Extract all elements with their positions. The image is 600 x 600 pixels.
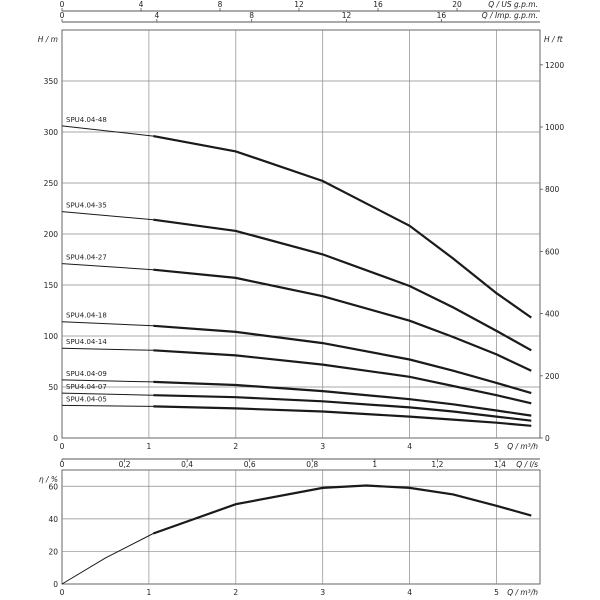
- imp-gpm-tick-label: 0: [60, 11, 65, 20]
- eff-y-tick-label: 0: [53, 580, 58, 589]
- eff-x-tick-label: 3: [320, 588, 325, 597]
- flow-ls-tick-label: 1: [372, 460, 377, 469]
- us-gpm-tick-label: 4: [139, 0, 144, 9]
- series-label: SPU4.04-05: [66, 395, 107, 403]
- top-flow-axes: 0 4 8 12 16 20 Q / US g.p.m. 0 4 8 12 16 Q / Imp. g.…: [60, 0, 540, 23]
- head-y-axis-label: H / m: [38, 35, 58, 44]
- eff-y-tick-label: 60: [48, 482, 58, 491]
- eff-x-tick-label: 4: [407, 588, 412, 597]
- flow-ls-axis: 0 0,2 0,4 0,6 0,8 1 1,2 1,4 Q / l/s: [60, 458, 540, 469]
- imp-gpm-tick-label: 8: [249, 11, 254, 20]
- eff-x-tick-label: 2: [233, 588, 238, 597]
- flow-ls-tick-label: 0: [60, 460, 65, 469]
- head-curve-line: [153, 135, 532, 319]
- head-y-tick-label: 50: [48, 383, 58, 392]
- head-y-tick-label: 300: [44, 128, 59, 137]
- efficiency-chart-panel: 0 1 2 3 4 5 0 20 40 60η / % Q / m³/h: [39, 469, 541, 597]
- head-curve-line: [153, 405, 532, 427]
- flow-ls-tick-label: 0,8: [306, 460, 318, 469]
- head-curve-line: [153, 380, 532, 417]
- flow-ls-tick-label: 1,4: [494, 460, 506, 469]
- head-y-tick-label: 350: [44, 77, 59, 86]
- head-x-tick-label: 2: [233, 442, 238, 451]
- head-curve-start-segment: [61, 211, 154, 221]
- head-x-tick-label: 1: [147, 442, 152, 451]
- head-x-axis-label: Q / m³/h: [507, 442, 538, 451]
- us-gpm-tick-label: 8: [218, 0, 223, 9]
- head-y-tick-label: 0: [53, 434, 58, 443]
- efficiency-curve-line: [152, 484, 532, 535]
- head-chart-panel: 0 1 2 3 4 50501001502002503003500200400600800…: [38, 29, 564, 451]
- eff-x-axis-label: Q / m³/h: [507, 588, 538, 597]
- head-curve-line: [153, 324, 532, 395]
- eff-y-tick-label: 20: [48, 547, 58, 556]
- imp-gpm-tick-label: 16: [437, 11, 447, 20]
- head-curve-line: [153, 218, 532, 352]
- imp-gpm-tick-label: 12: [342, 11, 352, 20]
- head-curve-start-segment: [61, 392, 154, 396]
- head-y-right-tick-label: 800: [545, 185, 560, 194]
- us-gpm-tick-label: 20: [452, 0, 462, 9]
- us-gpm-tick-label: 0: [60, 0, 65, 9]
- head-y-right-tick-label: 1000: [545, 123, 564, 132]
- imp-gpm-axis-label: Q / Imp. g.p.m.: [482, 11, 538, 20]
- head-x-tick-label: 0: [60, 442, 65, 451]
- eff-x-tick-label: 0: [60, 588, 65, 597]
- series-label: SPU4.04-18: [66, 312, 107, 320]
- flow-ls-tick-label: 0,6: [244, 460, 256, 469]
- series-label: SPU4.04-09: [66, 370, 107, 378]
- series-label: SPU4.04-14: [66, 338, 107, 346]
- series-label: SPU4.04-35: [66, 202, 107, 210]
- flow-ls-tick-label: 1,2: [431, 460, 443, 469]
- head-y-tick-label: 100: [44, 332, 59, 341]
- us-gpm-axis-label: Q / US g.p.m.: [488, 0, 538, 9]
- us-gpm-tick-label: 16: [373, 0, 383, 9]
- head-curve-start-segment: [61, 321, 154, 327]
- head-curve-line: [153, 268, 532, 372]
- head-curve-start-segment: [61, 347, 154, 351]
- flow-ls-tick-label: 0,2: [119, 460, 131, 469]
- head-curve-start-segment: [61, 263, 154, 271]
- flow-ls-tick-label: 0,4: [181, 460, 193, 469]
- eff-x-tick-label: 1: [147, 588, 152, 597]
- head-y-right-tick-label: 1200: [545, 61, 564, 70]
- head-y-right-tick-label: 0: [545, 434, 550, 443]
- head-y-right-axis-label: H / ft: [544, 35, 564, 44]
- head-y-tick-label: 150: [44, 281, 59, 290]
- imp-gpm-tick-label: 4: [154, 11, 159, 20]
- efficiency-plot-frame: [61, 469, 541, 585]
- series-label: SPU4.04-07: [66, 383, 107, 391]
- head-y-right-tick-label: 200: [545, 372, 560, 381]
- head-y-tick-label: 200: [44, 230, 59, 239]
- series-label: SPU4.04-27: [66, 254, 107, 262]
- head-curve-start-segment: [61, 125, 154, 137]
- series-label: SPU4.04-48: [66, 116, 107, 124]
- head-curve-line: [153, 394, 532, 422]
- head-curve-start-segment: [61, 379, 154, 383]
- head-x-tick-label: 3: [320, 442, 325, 451]
- head-y-tick-label: 250: [44, 179, 59, 188]
- flow-ls-axis-label: Q / l/s: [516, 460, 538, 469]
- head-curve-line: [153, 349, 532, 405]
- head-y-right-tick-label: 400: [545, 310, 560, 319]
- eff-x-tick-label: 5: [494, 588, 499, 597]
- eff-y-tick-label: 40: [48, 515, 58, 524]
- head-x-tick-label: 4: [407, 442, 412, 451]
- head-y-right-tick-label: 600: [545, 247, 560, 256]
- eff-y-axis-label: η / %: [39, 475, 58, 484]
- head-curve-start-segment: [61, 404, 154, 407]
- efficiency-curve-start-segment: [61, 533, 154, 585]
- us-gpm-tick-label: 12: [294, 0, 304, 9]
- head-x-tick-label: 5: [494, 442, 499, 451]
